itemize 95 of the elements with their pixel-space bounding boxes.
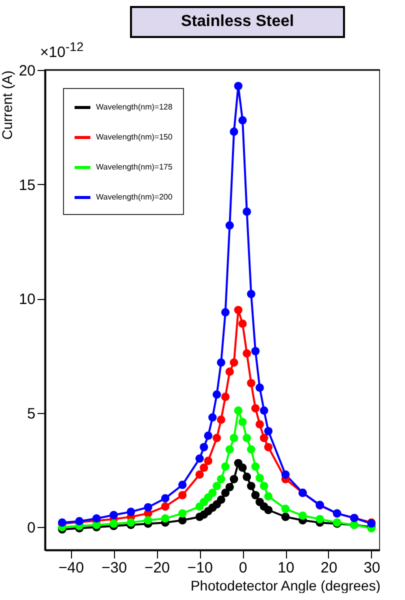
point bbox=[225, 445, 234, 454]
point bbox=[251, 346, 260, 356]
point bbox=[208, 413, 217, 422]
point bbox=[281, 504, 290, 514]
x-tick-label: −10 bbox=[187, 560, 213, 576]
point bbox=[260, 482, 268, 490]
point bbox=[264, 492, 273, 500]
point bbox=[195, 470, 204, 479]
text: ×10$^{-12}$ bbox=[40, 40, 84, 61]
point bbox=[260, 434, 268, 442]
point bbox=[246, 378, 256, 388]
point bbox=[251, 462, 260, 471]
point bbox=[126, 508, 136, 516]
chart-title: Stainless Steel bbox=[130, 6, 345, 38]
point bbox=[238, 418, 247, 426]
point bbox=[204, 432, 212, 440]
point bbox=[216, 358, 226, 367]
point bbox=[256, 474, 264, 482]
point bbox=[264, 426, 273, 436]
point bbox=[161, 514, 170, 523]
point bbox=[230, 434, 238, 442]
y-tick-label: 5 bbox=[27, 405, 36, 422]
point bbox=[200, 442, 208, 452]
point bbox=[246, 445, 256, 454]
point bbox=[200, 464, 208, 472]
x-tick-label: 20 bbox=[320, 560, 338, 576]
point bbox=[238, 464, 247, 472]
point bbox=[264, 442, 273, 452]
point bbox=[242, 472, 252, 482]
point bbox=[216, 496, 226, 504]
point bbox=[230, 358, 238, 367]
x-tick-label: 0 bbox=[238, 560, 248, 576]
point bbox=[221, 392, 230, 402]
point bbox=[178, 509, 187, 518]
point bbox=[256, 384, 264, 392]
point bbox=[208, 488, 217, 498]
point bbox=[238, 320, 247, 328]
point bbox=[316, 514, 324, 524]
point bbox=[204, 456, 212, 466]
legend-label: Wavelength(nm)=150 bbox=[96, 132, 173, 142]
point bbox=[234, 82, 242, 90]
point bbox=[298, 512, 307, 520]
point bbox=[161, 494, 170, 503]
point bbox=[216, 416, 226, 424]
point bbox=[264, 506, 273, 514]
point bbox=[256, 420, 264, 428]
y-tick-label: 15 bbox=[18, 176, 36, 194]
y-tick-label: 10 bbox=[18, 291, 36, 308]
point bbox=[144, 516, 152, 524]
point bbox=[281, 512, 290, 522]
point bbox=[225, 368, 234, 376]
x-tick-label: 30 bbox=[364, 560, 380, 576]
point bbox=[221, 462, 230, 471]
point bbox=[126, 518, 136, 527]
legend-label: Wavelength(nm)=175 bbox=[96, 162, 173, 172]
y-tick-label: 0 bbox=[27, 520, 36, 537]
x-tick-label: −30 bbox=[101, 560, 127, 576]
point bbox=[178, 516, 187, 524]
point bbox=[251, 404, 260, 412]
point bbox=[221, 488, 230, 498]
point bbox=[230, 474, 238, 484]
point bbox=[92, 514, 101, 523]
y-axis-title: Current (A) bbox=[0, 70, 15, 140]
point bbox=[242, 349, 252, 358]
point bbox=[246, 482, 256, 490]
point bbox=[161, 502, 170, 511]
point bbox=[221, 308, 230, 316]
x-tick-label: −20 bbox=[144, 560, 170, 576]
point bbox=[110, 520, 118, 528]
point bbox=[242, 208, 252, 216]
y-tick-label: 20 bbox=[18, 62, 36, 80]
point bbox=[281, 470, 290, 479]
point bbox=[212, 434, 221, 442]
point bbox=[195, 454, 204, 463]
point bbox=[178, 490, 187, 500]
point bbox=[144, 503, 152, 512]
legend-label: Wavelength(nm)=200 bbox=[96, 192, 173, 202]
point bbox=[110, 510, 118, 520]
point bbox=[216, 474, 226, 484]
x-tick-label: −40 bbox=[58, 560, 84, 576]
point bbox=[234, 306, 242, 314]
point bbox=[251, 490, 260, 500]
point bbox=[225, 221, 234, 230]
point bbox=[234, 406, 242, 415]
legend-label: Wavelength(nm)=128 bbox=[96, 102, 173, 112]
x-tick-label: 10 bbox=[278, 560, 294, 576]
point bbox=[225, 482, 234, 492]
point bbox=[242, 434, 252, 442]
point bbox=[212, 390, 221, 399]
point bbox=[238, 116, 247, 124]
point bbox=[212, 482, 221, 490]
point bbox=[260, 406, 268, 415]
point bbox=[178, 480, 187, 490]
point bbox=[246, 290, 256, 298]
point bbox=[230, 128, 238, 136]
